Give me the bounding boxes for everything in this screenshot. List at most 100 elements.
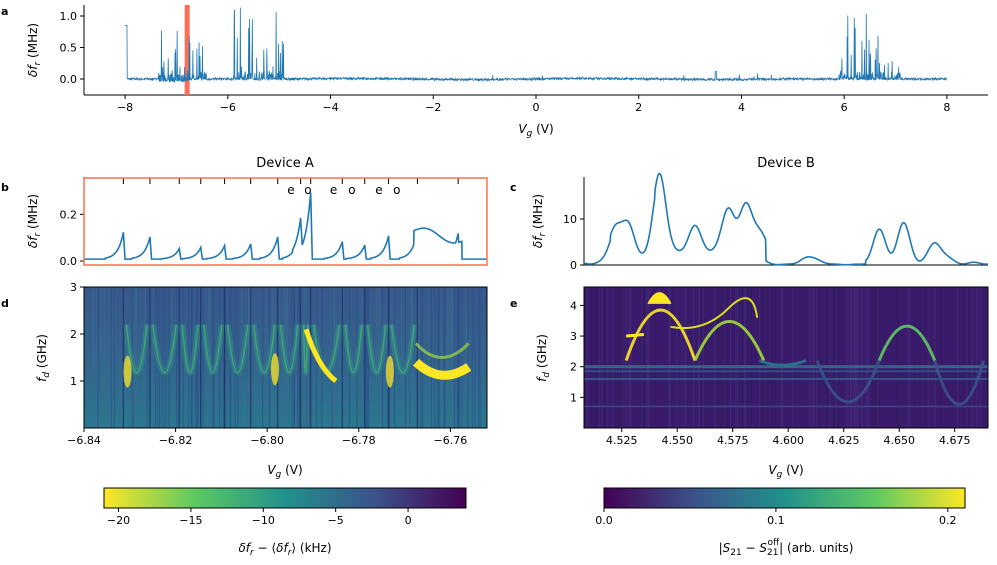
y-tick-label: 2 xyxy=(70,328,77,341)
panel-e-x-ticks: 4.525 4.550 4.575 4.600 4.625 4.650 4.675 xyxy=(606,428,970,447)
x-tick-label: −2 xyxy=(425,101,441,114)
device-b-title: Device B xyxy=(757,156,815,171)
x-tick-label: −15 xyxy=(179,514,202,527)
spurious-band xyxy=(584,365,988,369)
x-tick-label: 4.650 xyxy=(883,434,915,447)
heatmap-e-features xyxy=(584,287,988,428)
heatmap-e-frame xyxy=(583,286,989,429)
x-tick-label: 0 xyxy=(533,101,540,114)
x-tick-label: −6.78 xyxy=(342,434,376,447)
x-tick-label: 4.525 xyxy=(606,434,638,447)
parity-label: o xyxy=(348,183,355,197)
colorbar-left: −20 −15 −10 −5 0 δfr − ⟨δfr⟩ (kHz) xyxy=(103,487,467,558)
dispersion-line xyxy=(670,297,759,330)
dispersion-arc xyxy=(933,360,986,406)
x-tick-label: −6.76 xyxy=(434,434,468,447)
transition-arc-highlight xyxy=(181,324,199,374)
y-tick-label: 0.0 xyxy=(60,73,78,86)
panel-letter-c: c xyxy=(510,181,517,194)
dispersion-line xyxy=(626,333,645,338)
y-tick-label: 4 xyxy=(570,299,577,312)
x-tick-label: 4.675 xyxy=(939,434,971,447)
panel-c-plot xyxy=(583,172,988,266)
dispersion-arc xyxy=(815,360,881,404)
y-tick-label: 1.0 xyxy=(60,10,78,23)
colorbar-right-ticks: 0.0 0.1 0.2 xyxy=(595,508,957,527)
dispersion-arc xyxy=(624,308,697,362)
x-tick-label: 4.600 xyxy=(772,434,804,447)
y-tick-label: 0.2 xyxy=(60,208,78,221)
x-tick-label: 2 xyxy=(635,101,642,114)
bright-resonance xyxy=(303,328,338,383)
panel-d-y-ticks: 1 2 3 xyxy=(70,281,84,388)
panel-e: 4.525 4.550 4.575 4.600 4.625 4.650 4.675 1 2 3 4… xyxy=(535,286,989,480)
spurious-band xyxy=(584,377,988,380)
panel-e-y-ticks: 1 2 3 4 xyxy=(570,299,584,404)
panel-letter-e: e xyxy=(510,297,517,310)
spurious-band xyxy=(584,370,988,373)
bright-resonance xyxy=(412,358,472,380)
colorbar-right-label: |S21 − S21off| (arb. units) xyxy=(719,538,854,558)
zoom-region-frame xyxy=(83,177,488,266)
transition-arc-highlight xyxy=(252,324,276,374)
full-sweep-line xyxy=(125,7,948,84)
colorbar-left-gradient xyxy=(103,487,467,509)
panel-a-xlabel: Vg (V) xyxy=(518,122,553,139)
panel-a-y-ticks: 0.0 0.5 1.0 xyxy=(60,10,84,86)
transition-arc-highlight xyxy=(366,324,387,374)
y-tick-label: 10 xyxy=(563,213,577,226)
panel-a-plot xyxy=(125,7,948,84)
parity-label: e xyxy=(287,183,294,197)
spurious-band xyxy=(584,405,988,408)
heatmap-d-features xyxy=(92,287,481,428)
bright-resonance xyxy=(414,342,470,359)
panel-c: 0 10 δfr (MHz) xyxy=(531,172,988,272)
device-a-title: Device A xyxy=(256,156,314,171)
bright-spot xyxy=(385,355,394,388)
panel-a: −8 −6 −4 −2 0 2 4 6 8 0.0 0.5 1.0 Vg (V) δfr (MHz) xyxy=(26,5,988,139)
panel-e-ylabel: fd (GHz) xyxy=(535,334,552,382)
x-tick-label: 0.1 xyxy=(767,514,785,527)
y-tick-label: 0 xyxy=(570,259,577,272)
x-tick-label: −20 xyxy=(107,514,130,527)
x-tick-label: 4 xyxy=(738,101,745,114)
transition-arc-highlight xyxy=(203,324,223,374)
x-tick-label: 4.575 xyxy=(717,434,749,447)
y-tick-label: 0.0 xyxy=(60,255,78,268)
transition-arc-highlight xyxy=(344,324,363,374)
panel-c-y-ticks: 0 10 xyxy=(563,213,584,272)
transition-arc-highlight xyxy=(152,324,177,374)
x-tick-label: −6.84 xyxy=(67,434,101,447)
panel-letter-b: b xyxy=(1,181,9,194)
panel-c-ylabel: δfr (MHz) xyxy=(531,194,548,248)
x-tick-label: 6 xyxy=(841,101,848,114)
parity-label: o xyxy=(393,183,400,197)
x-tick-label: 0.2 xyxy=(939,514,957,527)
panel-e-xlabel: Vg (V) xyxy=(768,463,803,480)
panel-letter-d: d xyxy=(1,297,9,310)
panel-d-x-ticks: −6.84 −6.82 −6.80 −6.78 −6.76 xyxy=(67,428,467,447)
dispersion-arc xyxy=(877,324,937,362)
heatmap-d-frame xyxy=(83,286,488,429)
panel-b-y-ticks: 0.0 0.2 xyxy=(60,208,84,268)
device-a-trace xyxy=(84,192,487,260)
panel-d-xlabel: Vg (V) xyxy=(267,463,302,480)
panel-a-ylabel: δfr (MHz) xyxy=(26,23,43,77)
colorbar-left-ticks: −20 −15 −10 −5 0 xyxy=(107,508,412,527)
parity-label: e xyxy=(375,183,382,197)
panel-d: −6.84 −6.82 −6.80 −6.78 −6.76 1 2 3 Vg (V) fd … xyxy=(35,281,488,480)
transition-arc-highlight xyxy=(125,324,148,374)
panel-b-ylabel: δfr (MHz) xyxy=(26,194,43,248)
y-tick-label: 3 xyxy=(70,281,77,294)
x-tick-label: 4.625 xyxy=(828,434,860,447)
panel-letter-a: a xyxy=(1,5,8,18)
transition-arc-highlight xyxy=(226,324,249,374)
y-tick-label: 0.5 xyxy=(60,42,78,55)
x-tick-label: −6.80 xyxy=(250,434,284,447)
x-tick-label: 8 xyxy=(943,101,950,114)
colorbar-right: 0.0 0.1 0.2 |S21 − S21off| (arb. units) xyxy=(595,487,966,558)
panel-d-ylabel: fd (GHz) xyxy=(35,334,52,382)
y-tick-label: 1 xyxy=(70,375,77,388)
x-tick-label: −4 xyxy=(322,101,338,114)
